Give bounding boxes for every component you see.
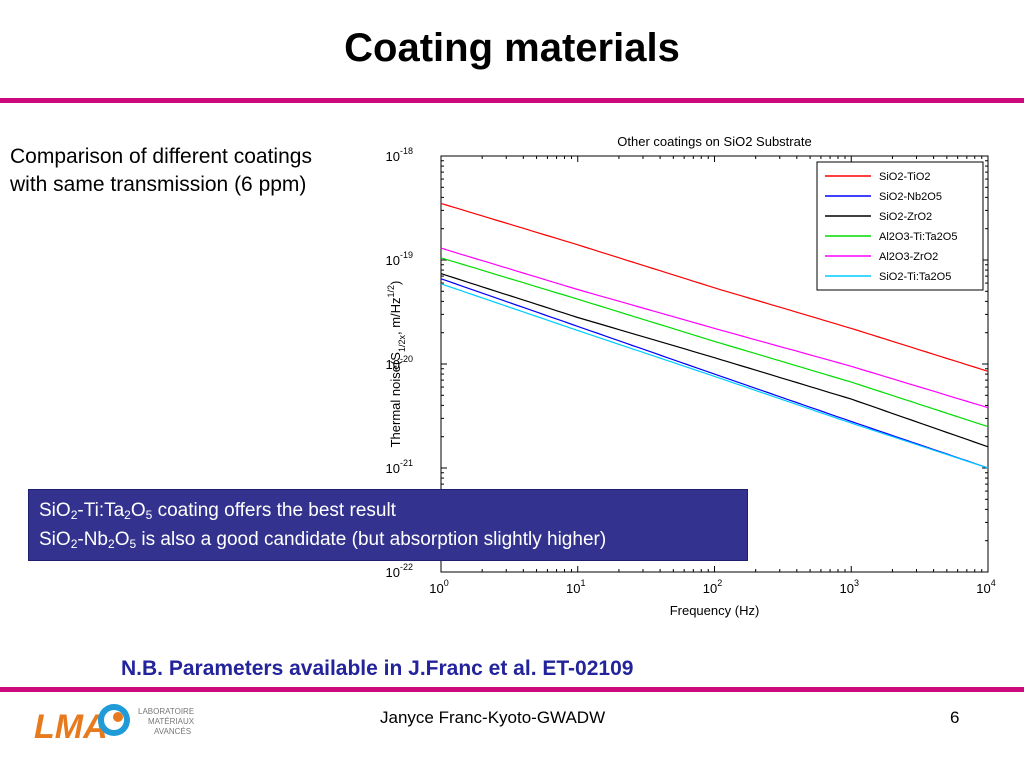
legend: SiO2-TiO2 SiO2-Nb2O5 SiO2-ZrO2 Al2O3-Ti:Ta2…	[816, 161, 984, 291]
legend-box	[816, 161, 984, 291]
parameters-note: N.B. Parameters available in J.Franc et …	[121, 657, 634, 680]
x-tick-label: 100	[429, 578, 448, 596]
legend-label-0: SiO2-TiO2	[879, 171, 931, 183]
conclusion-callout: SiO2-Ti:Ta2O5 coating offers the best re…	[28, 489, 748, 561]
series-line-0	[440, 202, 989, 372]
logo-letters: LMA	[34, 708, 108, 746]
callout-line-1: SiO2-Ti:Ta2O5 coating offers the best re…	[39, 500, 396, 522]
callout-line-2: SiO2-Nb2O5 is also a good candidate (but…	[39, 529, 607, 551]
description-line-2: with same transmission (6 ppm)	[10, 173, 307, 196]
description: Comparison of different coatings with sa…	[10, 143, 312, 199]
series-line-3	[440, 257, 989, 428]
x-tick-label: 102	[703, 578, 722, 596]
logo-line-3: AVANCÉS	[154, 727, 191, 736]
series-line-4	[440, 247, 989, 409]
x-tick-label: 104	[976, 578, 995, 596]
series-line-2	[440, 273, 989, 448]
x-tick-label: 101	[566, 578, 585, 596]
logo-line-2: MATÉRIAUX	[148, 717, 195, 726]
x-tick-label: 103	[840, 578, 859, 596]
series-line-5	[440, 283, 989, 469]
y-tick-label: 10-18	[386, 146, 413, 164]
y-tick-label: 10-21	[386, 458, 413, 476]
legend-label-5: SiO2-Ti:Ta2O5	[879, 271, 951, 283]
chart-title: Other coatings on SiO2 Substrate	[617, 134, 811, 149]
page-number: 6	[950, 708, 960, 727]
legend-label-1: SiO2-Nb2O5	[879, 191, 942, 203]
series-line-1	[440, 278, 989, 469]
description-line-1: Comparison of different coatings	[10, 145, 312, 168]
logo-line-1: LABORATOIRE	[138, 707, 194, 716]
bottom-divider	[0, 687, 1024, 692]
footer-author: Janyce Franc-Kyoto-GWADW	[380, 708, 606, 727]
legend-label-2: SiO2-ZrO2	[879, 211, 932, 223]
lma-logo: LMA LABORATOIRE MATÉRIAUX AVANCÉS	[34, 704, 195, 746]
x-axis-label: Frequency (Hz)	[670, 603, 760, 618]
slide-title: Coating materials	[344, 26, 680, 70]
y-axis-label: Thermal noise(S1/2x, m/Hz1/2)	[386, 281, 407, 448]
legend-label-3: Al2O3-Ti:Ta2O5	[879, 231, 957, 243]
y-tick-label: 10-22	[386, 562, 413, 580]
legend-label-4: Al2O3-ZrO2	[879, 251, 938, 263]
y-tick-label: 10-19	[386, 250, 413, 268]
top-divider	[0, 98, 1024, 103]
